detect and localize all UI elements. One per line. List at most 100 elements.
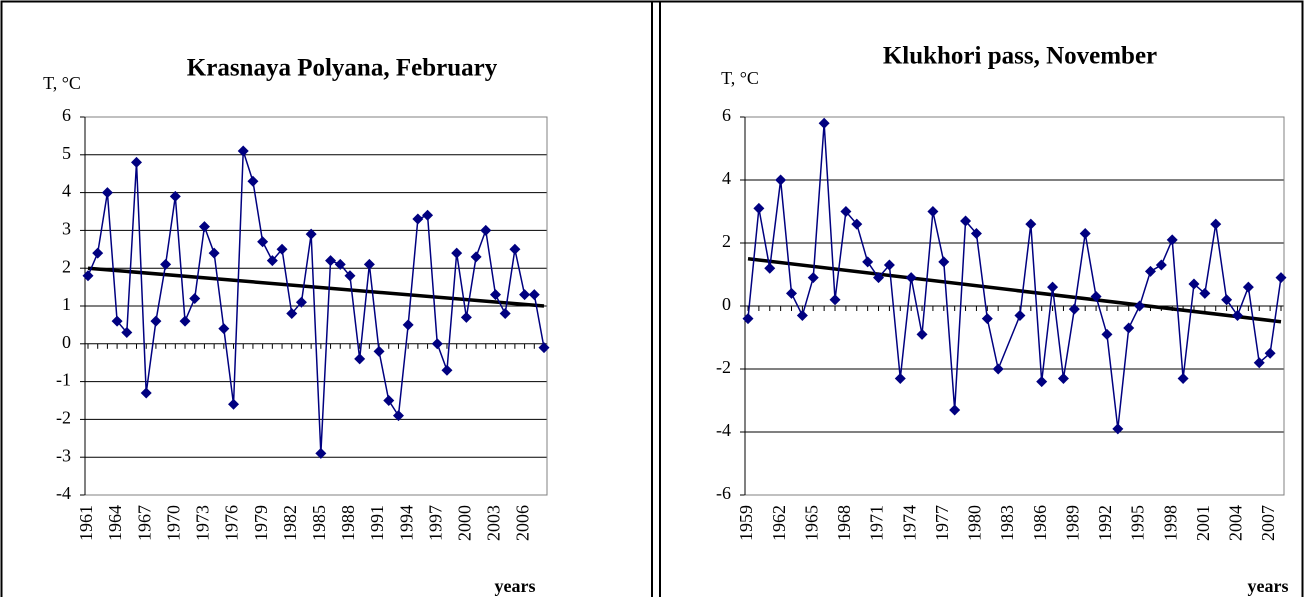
- data-point: [1242, 281, 1254, 293]
- x-tick-label: 1986: [1030, 505, 1050, 541]
- y-tick-label: -2: [716, 357, 731, 377]
- x-tick-label: 1985: [309, 505, 329, 541]
- x-tick-label: 1998: [1160, 505, 1180, 541]
- data-point: [82, 270, 94, 282]
- data-point: [344, 270, 356, 282]
- y-tick-label: 3: [62, 219, 71, 239]
- data-point: [412, 213, 424, 225]
- data-point: [208, 247, 220, 259]
- data-point: [480, 224, 492, 236]
- x-tick-label: 1994: [396, 505, 416, 541]
- data-point: [499, 308, 511, 320]
- data-point: [460, 311, 472, 323]
- data-point: [1047, 281, 1059, 293]
- x-tick-label: 1997: [425, 505, 445, 541]
- data-point: [927, 206, 939, 217]
- data-point: [873, 272, 885, 284]
- data-point: [916, 328, 928, 340]
- data-point: [334, 258, 346, 270]
- data-point: [1210, 218, 1222, 230]
- data-point: [276, 243, 288, 255]
- data-point: [1079, 228, 1091, 240]
- y-axis-label: T, °C: [43, 73, 81, 93]
- data-point: [422, 209, 434, 221]
- data-point: [1253, 357, 1265, 369]
- x-tick-label: 1991: [367, 505, 387, 541]
- x-tick-label: 1970: [163, 505, 183, 541]
- data-point: [851, 218, 863, 230]
- data-point: [441, 364, 453, 376]
- x-tick-label: 2003: [484, 505, 504, 541]
- x-axis-label: years: [1248, 576, 1289, 596]
- x-tick-label: 1980: [965, 505, 985, 541]
- data-point: [1199, 287, 1211, 299]
- x-tick-label: 1959: [736, 505, 756, 541]
- data-point: [131, 156, 143, 168]
- x-tick-label: 1983: [997, 505, 1017, 541]
- data-point: [315, 447, 327, 459]
- chart-title: Klukhori pass, November: [883, 43, 1157, 70]
- data-point: [753, 202, 765, 214]
- x-tick-label: 1995: [1128, 505, 1148, 541]
- data-point: [538, 342, 550, 354]
- x-tick-label: 1968: [834, 505, 854, 541]
- data-point: [1264, 347, 1276, 359]
- x-tick-label: 1989: [1062, 505, 1082, 541]
- data-point: [228, 398, 240, 410]
- y-tick-label: -4: [56, 483, 71, 503]
- data-point: [1166, 234, 1178, 246]
- data-point: [829, 294, 841, 306]
- y-tick-label: -3: [56, 445, 71, 465]
- x-tick-label: 1977: [932, 505, 952, 541]
- data-point: [1025, 218, 1037, 230]
- data-point: [1188, 278, 1200, 290]
- data-point: [519, 289, 531, 301]
- x-tick-label: 1962: [769, 505, 789, 541]
- x-tick-label: 2006: [513, 505, 533, 541]
- trend-line: [87, 266, 545, 308]
- data-point: [786, 287, 798, 299]
- data-point: [1068, 303, 1080, 315]
- y-tick-label: -4: [716, 420, 731, 440]
- x-tick-label: 1976: [222, 505, 242, 541]
- data-point: [179, 315, 191, 327]
- y-tick-label: 0: [722, 294, 731, 314]
- x-tick-label: 1965: [801, 505, 821, 541]
- data-point: [189, 292, 201, 304]
- data-point: [807, 272, 819, 284]
- data-point: [295, 296, 307, 308]
- chart-title: Krasnaya Polyana, February: [187, 55, 498, 82]
- data-point: [981, 313, 993, 325]
- data-line: [747, 123, 1282, 429]
- y-tick-label: 4: [722, 168, 731, 188]
- y-tick-label: -2: [56, 408, 71, 428]
- data-point: [101, 187, 113, 199]
- data-point: [140, 387, 152, 399]
- data-point: [325, 255, 337, 267]
- x-tick-label: 1982: [280, 505, 300, 541]
- data-point: [509, 243, 521, 255]
- data-point: [1155, 259, 1167, 271]
- data-point: [894, 372, 906, 384]
- data-point: [1231, 309, 1243, 321]
- data-point: [1036, 376, 1048, 388]
- data-point: [1112, 423, 1124, 435]
- data-point: [528, 289, 540, 301]
- data-point: [905, 272, 917, 284]
- data-point: [938, 256, 950, 268]
- trend-line: [747, 257, 1282, 324]
- data-point: [775, 174, 787, 186]
- x-tick-label: 1964: [105, 505, 125, 541]
- data-point: [489, 289, 501, 301]
- x-tick-label: 1971: [867, 505, 887, 541]
- y-tick-label: 6: [62, 105, 71, 125]
- data-point: [121, 326, 133, 338]
- data-point: [237, 145, 249, 157]
- data-point: [92, 247, 104, 259]
- x-tick-label: 2004: [1226, 505, 1246, 541]
- data-point: [949, 404, 961, 416]
- x-tick-label: 2007: [1258, 505, 1278, 541]
- data-point: [363, 258, 375, 270]
- y-tick-label: 2: [722, 231, 731, 251]
